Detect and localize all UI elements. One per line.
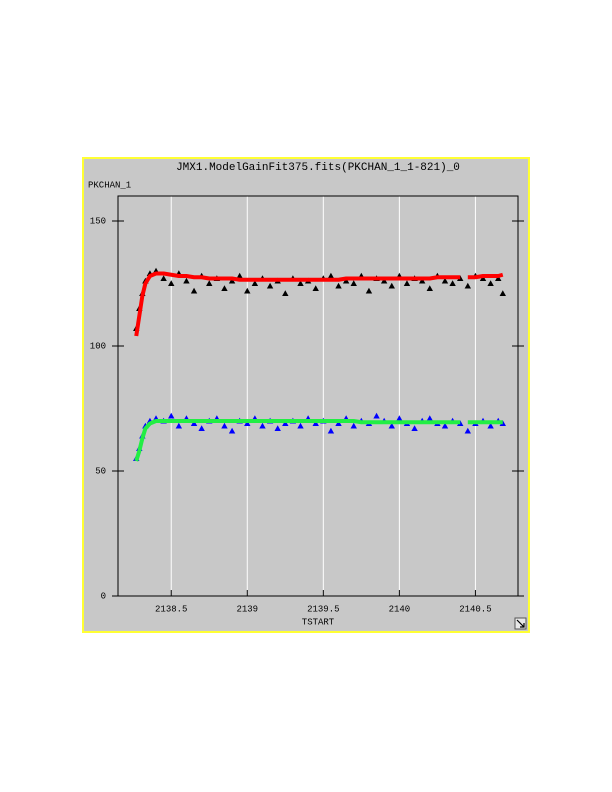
y-tick-label: 50 xyxy=(95,466,106,476)
data-point xyxy=(274,425,281,432)
data-point xyxy=(190,287,198,294)
x-tick-label: 2139 xyxy=(236,604,258,614)
data-point xyxy=(183,277,190,284)
data-point xyxy=(175,422,183,429)
data-point xyxy=(312,420,319,427)
data-point xyxy=(373,412,380,419)
x-tick-label: 2140 xyxy=(389,604,411,614)
data-point xyxy=(388,422,395,429)
data-point xyxy=(411,425,418,432)
data-point xyxy=(396,415,403,422)
chart-title: JMX1.ModelGainFit375.fits(PKCHAN_1_1-821… xyxy=(176,162,460,174)
data-point xyxy=(198,425,205,432)
resize-arrow[interactable] xyxy=(516,619,525,628)
data-point xyxy=(365,287,373,294)
data-point xyxy=(464,427,472,434)
data-point xyxy=(206,280,213,287)
x-tick-label: 2139.5 xyxy=(307,604,339,614)
data-point xyxy=(282,290,289,297)
data-point xyxy=(221,285,228,292)
data-point xyxy=(297,422,304,429)
marks xyxy=(133,267,506,462)
plot-window xyxy=(82,157,530,633)
data-point xyxy=(228,427,236,434)
x-tick-label: 2138.5 xyxy=(155,604,187,614)
data-point xyxy=(335,420,342,427)
data-point xyxy=(244,420,251,427)
data-point xyxy=(499,420,506,427)
data-point xyxy=(464,282,472,289)
data-point xyxy=(403,280,411,287)
fit-line xyxy=(134,271,504,337)
data-point xyxy=(335,282,342,289)
x-tick-label: 2140.5 xyxy=(459,604,491,614)
data-point xyxy=(221,422,228,429)
data-point xyxy=(350,280,357,287)
data-point xyxy=(282,420,289,427)
y-tick-label: 100 xyxy=(90,341,106,351)
fit-line xyxy=(134,419,503,462)
data-point xyxy=(236,272,243,279)
data-point xyxy=(449,280,456,287)
y-tick-label: 150 xyxy=(90,216,106,226)
data-point xyxy=(350,422,357,429)
data-point xyxy=(327,427,335,434)
data-point xyxy=(297,280,304,287)
data-point xyxy=(499,290,506,297)
data-point xyxy=(228,277,236,284)
data-point xyxy=(168,412,175,419)
data-point xyxy=(244,287,251,294)
data-point xyxy=(312,285,319,292)
data-point xyxy=(342,277,350,284)
y-axis-label: PKCHAN_1 xyxy=(88,180,131,190)
data-point xyxy=(251,280,259,287)
data-point xyxy=(160,275,167,282)
data-point xyxy=(426,285,433,292)
data-point xyxy=(487,422,494,429)
x-axis-label: TSTART xyxy=(302,617,335,627)
data-point xyxy=(380,277,388,284)
data-point xyxy=(259,422,266,429)
data-point xyxy=(190,420,198,427)
data-point xyxy=(487,280,494,287)
data-point xyxy=(495,275,502,282)
data-point xyxy=(426,415,433,422)
data-point xyxy=(266,282,274,289)
data-point xyxy=(441,422,449,429)
y-tick-label: 0 xyxy=(101,591,106,601)
data-point xyxy=(418,277,426,284)
data-point xyxy=(327,272,335,279)
data-point xyxy=(479,275,487,282)
resize-icon[interactable] xyxy=(514,617,527,630)
resize-arrowhead[interactable] xyxy=(520,623,525,628)
data-point xyxy=(168,280,175,287)
plot-frame xyxy=(117,195,519,597)
data-point xyxy=(441,277,449,284)
data-point xyxy=(388,282,395,289)
